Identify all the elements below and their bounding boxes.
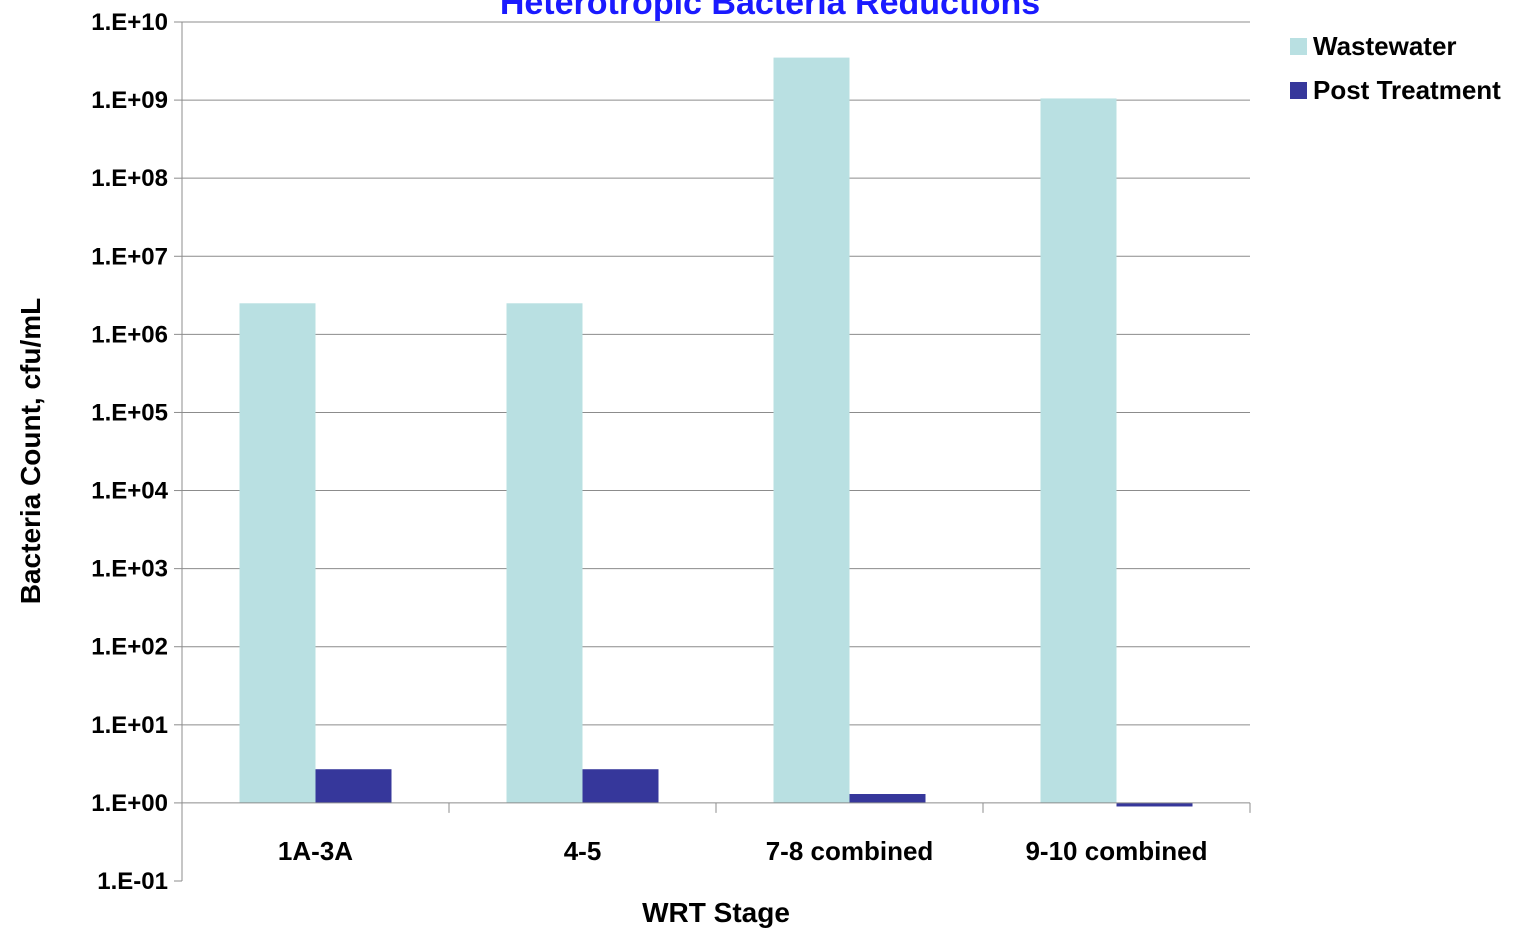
y-tick-label: 1.E+07 xyxy=(91,243,168,270)
bars xyxy=(239,57,1193,807)
y-tick-label: 1.E+09 xyxy=(91,87,168,114)
y-tick-label: 1.E+10 xyxy=(91,9,168,36)
y-tick-label: 1.E+03 xyxy=(91,556,168,583)
axes xyxy=(174,21,1251,882)
legend-swatch xyxy=(1290,38,1307,55)
legend-label: Post Treatment xyxy=(1313,75,1501,105)
bar-post-treatment xyxy=(1116,802,1193,807)
y-tick-labels: 1.E-01 1.E+00 1.E+01 1.E+02 1.E+03 1.E+04 1.E+… xyxy=(91,9,168,895)
y-axis-title: Bacteria Count, cfu/mL xyxy=(15,298,46,604)
y-tick-label: 1.E+06 xyxy=(91,321,168,348)
bar-wastewater xyxy=(773,57,850,803)
y-tick-label: 1.E+04 xyxy=(91,478,168,505)
bar-post-treatment xyxy=(849,794,926,803)
legend: Wastewater Post Treatment xyxy=(1290,31,1501,105)
x-tick-label: 9-10 combined xyxy=(1025,836,1207,866)
x-axis-title: WRT Stage xyxy=(642,897,790,928)
legend-swatch xyxy=(1290,82,1307,99)
y-tick-label: 1.E+01 xyxy=(91,712,168,739)
x-tick-label: 4-5 xyxy=(564,836,602,866)
y-tick-label: 1.E-01 xyxy=(97,868,168,895)
x-tick-label: 7-8 combined xyxy=(766,836,934,866)
bar-post-treatment xyxy=(582,769,659,803)
bar-wastewater xyxy=(239,303,316,803)
x-tick-label: 1A-3A xyxy=(278,836,353,866)
bar-wastewater xyxy=(1040,98,1117,803)
y-tick-label: 1.E+02 xyxy=(91,634,168,661)
bar-post-treatment xyxy=(315,769,392,803)
x-tick-labels: 1A-3A 4-5 7-8 combined 9-10 combined xyxy=(278,836,1208,866)
y-tick-label: 1.E+00 xyxy=(91,790,168,817)
y-tick-label: 1.E+05 xyxy=(91,399,168,426)
chart-title: Heterotropic Bacteria Reductions xyxy=(500,0,1040,22)
y-tick-label: 1.E+08 xyxy=(91,165,168,192)
bar-wastewater xyxy=(506,303,583,803)
gridlines xyxy=(182,21,1250,726)
legend-label: Wastewater xyxy=(1313,31,1457,61)
